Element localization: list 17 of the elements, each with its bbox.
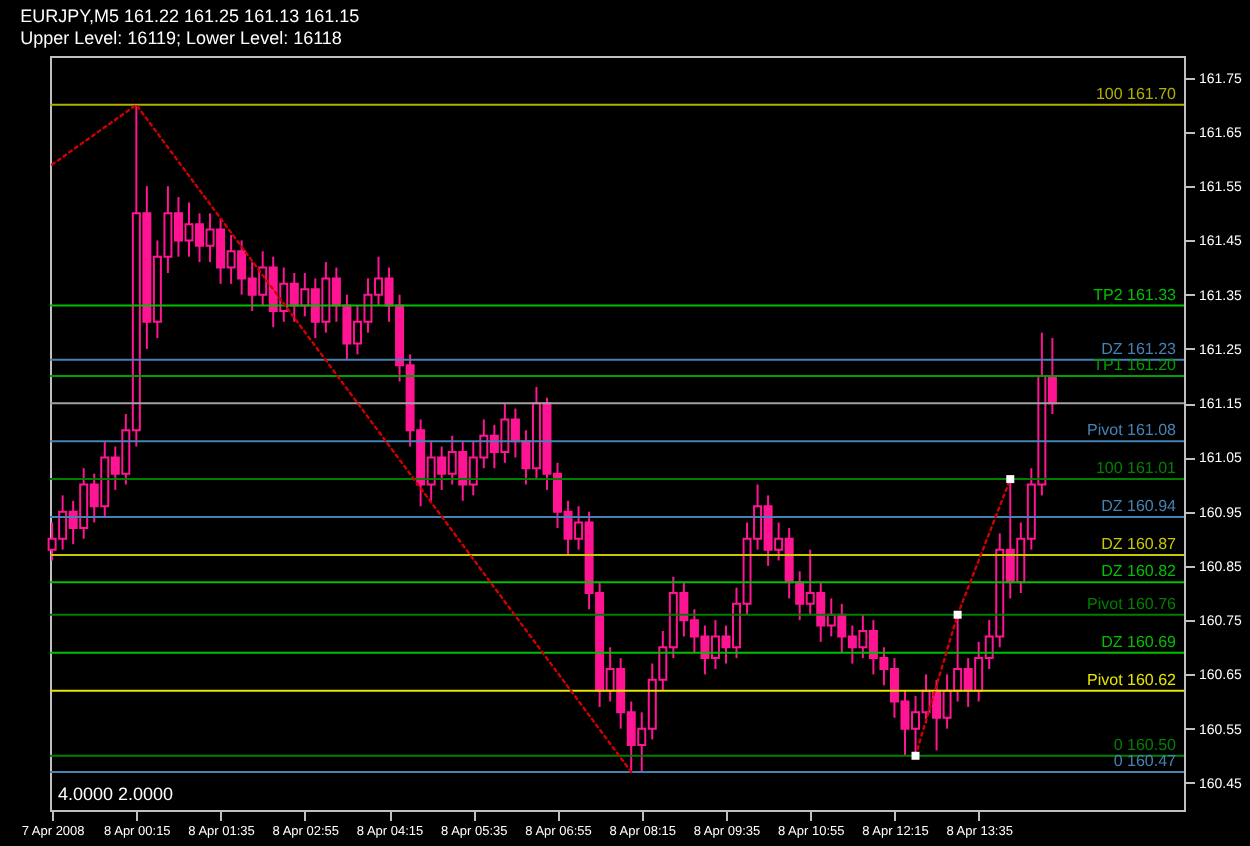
ref-line-label: DZ 160.94: [1101, 497, 1178, 516]
ref-line-label: 100 161.70: [1095, 84, 1178, 103]
ref-line-label: TP1 161.20: [1093, 356, 1178, 375]
ref-line-label: DZ 160.69: [1101, 632, 1178, 651]
ref-line-label: DZ 160.87: [1101, 535, 1178, 554]
ref-line-label: 0 160.50: [1113, 735, 1178, 754]
ref-line-label: Pivot 161.08: [1087, 421, 1178, 440]
chart-title: EURJPY,M5 161.22 161.25 161.13 161.15: [20, 6, 360, 26]
ref-line-label: Pivot 160.62: [1087, 670, 1178, 689]
ref-line-label: 100 161.01: [1095, 459, 1178, 478]
annotation: 4.0000 2.0000: [58, 784, 174, 804]
ref-line-label: Pivot 160.76: [1087, 594, 1178, 613]
ref-line-label: DZ 161.23: [1101, 339, 1178, 358]
ref-line-label: DZ 160.82: [1101, 562, 1178, 581]
ref-line-label: TP2 161.33: [1093, 285, 1178, 304]
chart-subtitle: Upper Level: 16119; Lower Level: 16118: [20, 28, 342, 48]
ref-line-label: 0 160.47: [1113, 752, 1178, 771]
